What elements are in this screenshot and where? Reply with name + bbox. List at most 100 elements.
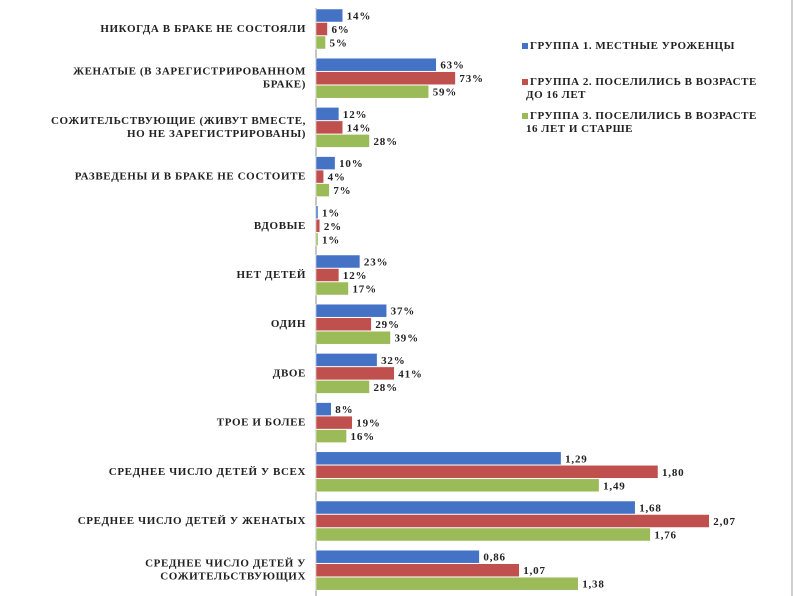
bar-series-1 (315, 353, 378, 367)
bar-series-3 (315, 281, 349, 296)
bar-series-3 (315, 380, 370, 394)
bar-value-label: 2% (324, 221, 342, 233)
legend-entry-line: ГРУППА 1. МЕСТНЫЕ УРОЖЕНЦЫ (530, 40, 735, 52)
bar-value-label: 17% (352, 284, 376, 296)
category-label: СРЕДНЕЕ ЧИСЛО ДЕТЕЙ У СОЖИТЕЛЬСТВУЮЩИХ (145, 558, 306, 583)
bar-series-3 (315, 429, 347, 443)
bar-series-1 (315, 254, 361, 269)
category-label-line: СРЕДНЕЕ ЧИСЛО ДЕТЕЙ У (145, 558, 306, 570)
bar-series-1 (315, 500, 636, 515)
bar-series-1 (315, 107, 340, 121)
bar-value-label: 5% (330, 38, 348, 50)
bar-series-2 (315, 317, 372, 331)
bar-series-1 (315, 8, 343, 23)
category-label: ТРОЕ И БОЛЕЕ (217, 417, 306, 429)
legend-entry-line: 16 ЛЕТ И СТАРШЕ (526, 123, 633, 135)
bar-series-1 (315, 57, 437, 72)
bar-series-1 (315, 451, 562, 466)
bar-value-label: 1% (322, 207, 340, 219)
category-label: ВДОВЫЕ (254, 220, 306, 232)
bar-series-3 (315, 527, 651, 542)
bar-series-2 (315, 514, 710, 528)
category-label-line: СРЕДНЕЕ ЧИСЛО ДЕТЕЙ У ЖЕНАТЫХ (78, 515, 306, 527)
bar-value-label: 2,07 (713, 516, 735, 528)
bar-value-label: 1,49 (603, 480, 625, 492)
bar-value-label: 1,38 (582, 579, 604, 591)
bar-value-label: 19% (356, 418, 380, 430)
category-label: НИКОГДА В БРАКЕ НЕ СОСТОЯЛИ (100, 23, 306, 35)
bar-value-label: 39% (394, 333, 418, 345)
bar-value-label: 16% (351, 431, 375, 443)
bar-value-label: 1,07 (523, 565, 545, 577)
legend-swatch-1 (522, 43, 528, 49)
bar-series-2 (315, 120, 343, 135)
category-label: СОЖИТЕЛЬСТВУЮЩИЕ (ЖИВУТ ВМЕСТЕ, НО НЕ ЗАР… (51, 115, 306, 140)
bar-series-3 (315, 84, 429, 99)
bar-value-label: 28% (373, 136, 397, 148)
bar-value-label: 29% (375, 319, 399, 331)
bar-series-1 (315, 205, 319, 220)
bar-series-3 (315, 232, 319, 247)
bar-value-label: 37% (391, 306, 415, 318)
bar-value-label: 63% (440, 60, 464, 72)
category-label-line: СРЕДНЕЕ ЧИСЛО ДЕТЕЙ У ВСЕХ (109, 466, 306, 478)
legend-swatch-2 (522, 79, 528, 85)
bar-series-3 (315, 183, 330, 197)
legend-entry-2: ГРУППА 2. ПОСЕЛИЛИСЬ В ВОЗРАСТЕ ДО 16 ЛЕТ (526, 76, 757, 101)
bar-value-label: 8% (335, 404, 353, 416)
legend-entry-1: ГРУППА 1. МЕСТНЫЕ УРОЖЕНЦЫ (530, 40, 735, 52)
bar-value-label: 14% (347, 122, 371, 134)
bar-series-2 (315, 366, 395, 381)
bar-series-2 (315, 22, 328, 36)
legend-swatch-3 (522, 113, 528, 119)
bar-value-label: 14% (347, 11, 371, 23)
bar-value-label: 1,76 (654, 530, 676, 542)
category-label-line: БРАКЕ) (263, 79, 306, 91)
category-label: ДВОЕ (273, 367, 306, 379)
bar-series-3 (315, 330, 391, 345)
bar-value-label: 12% (343, 270, 367, 282)
category-label-line: НИКОГДА В БРАКЕ НЕ СОСТОЯЛИ (100, 23, 306, 35)
category-label: РАЗВЕДЕНЫ И В БРАКЕ НЕ СОСТОИТЕ (75, 171, 306, 183)
bar-series-1 (315, 156, 336, 170)
bar-series-3 (315, 134, 370, 148)
bar-value-label: 23% (364, 257, 388, 269)
bar-series-3 (315, 576, 579, 591)
category-label-line: ДВОЕ (273, 367, 306, 379)
category-label: НЕТ ДЕТЕЙ (236, 269, 306, 281)
bar-value-label: 4% (328, 172, 346, 184)
bar-value-label: 0,86 (483, 552, 505, 564)
category-label: СРЕДНЕЕ ЧИСЛО ДЕТЕЙ У ВСЕХ (109, 466, 306, 478)
bar-series-2 (315, 563, 520, 577)
bar-series-2 (315, 169, 324, 184)
bar-value-label: 7% (333, 185, 351, 197)
legend-entry-line: ГРУППА 2. ПОСЕЛИЛИСЬ В ВОЗРАСТЕ (530, 76, 757, 88)
bar-series-2 (315, 219, 321, 233)
category-label-line: ОДИН (271, 318, 306, 330)
bar-value-label: 1,68 (639, 503, 661, 515)
category-label-line: НЕТ ДЕТЕЙ (236, 269, 306, 281)
category-label-line: ЖЕНАТЫЕ (В ЗАРЕГИСТРИРОВАННОМ (73, 66, 306, 78)
legend-entry-line: ГРУППА 3. ПОСЕЛИЛИСЬ В ВОЗРАСТЕ (530, 110, 757, 122)
legend-entry-3: ГРУППА 3. ПОСЕЛИЛИСЬ В ВОЗРАСТЕ 16 ЛЕТ И … (526, 110, 757, 135)
category-label-line: РАЗВЕДЕНЫ И В БРАКЕ НЕ СОСТОИТЕ (75, 171, 306, 183)
category-label: ЖЕНАТЫЕ (В ЗАРЕГИСТРИРОВАННОМ БРАКЕ) (73, 66, 306, 91)
bar-series-2 (315, 268, 340, 282)
category-label-line: НО НЕ ЗАРЕГИСТРИРОВАНЫ) (127, 128, 306, 140)
bar-value-label: 1,29 (565, 453, 587, 465)
bar-value-label: 6% (331, 24, 349, 36)
category-label-line: ТРОЕ И БОЛЕЕ (217, 417, 306, 429)
bar-value-label: 73% (459, 73, 483, 85)
category-label-line: СОЖИТЕЛЬСТВУЮЩИХ (160, 571, 306, 583)
bar-series-2 (315, 415, 353, 430)
bar-value-label: 10% (339, 158, 363, 170)
bar-value-label: 1% (322, 234, 340, 246)
category-label: СРЕДНЕЕ ЧИСЛО ДЕТЕЙ У ЖЕНАТЫХ (78, 515, 306, 527)
bar-series-2 (315, 465, 659, 479)
bar-series-3 (315, 35, 326, 50)
bar-series-2 (315, 71, 456, 85)
category-label-line: ВДОВЫЕ (254, 220, 306, 232)
legend-entry-line: ДО 16 ЛЕТ (526, 89, 586, 101)
